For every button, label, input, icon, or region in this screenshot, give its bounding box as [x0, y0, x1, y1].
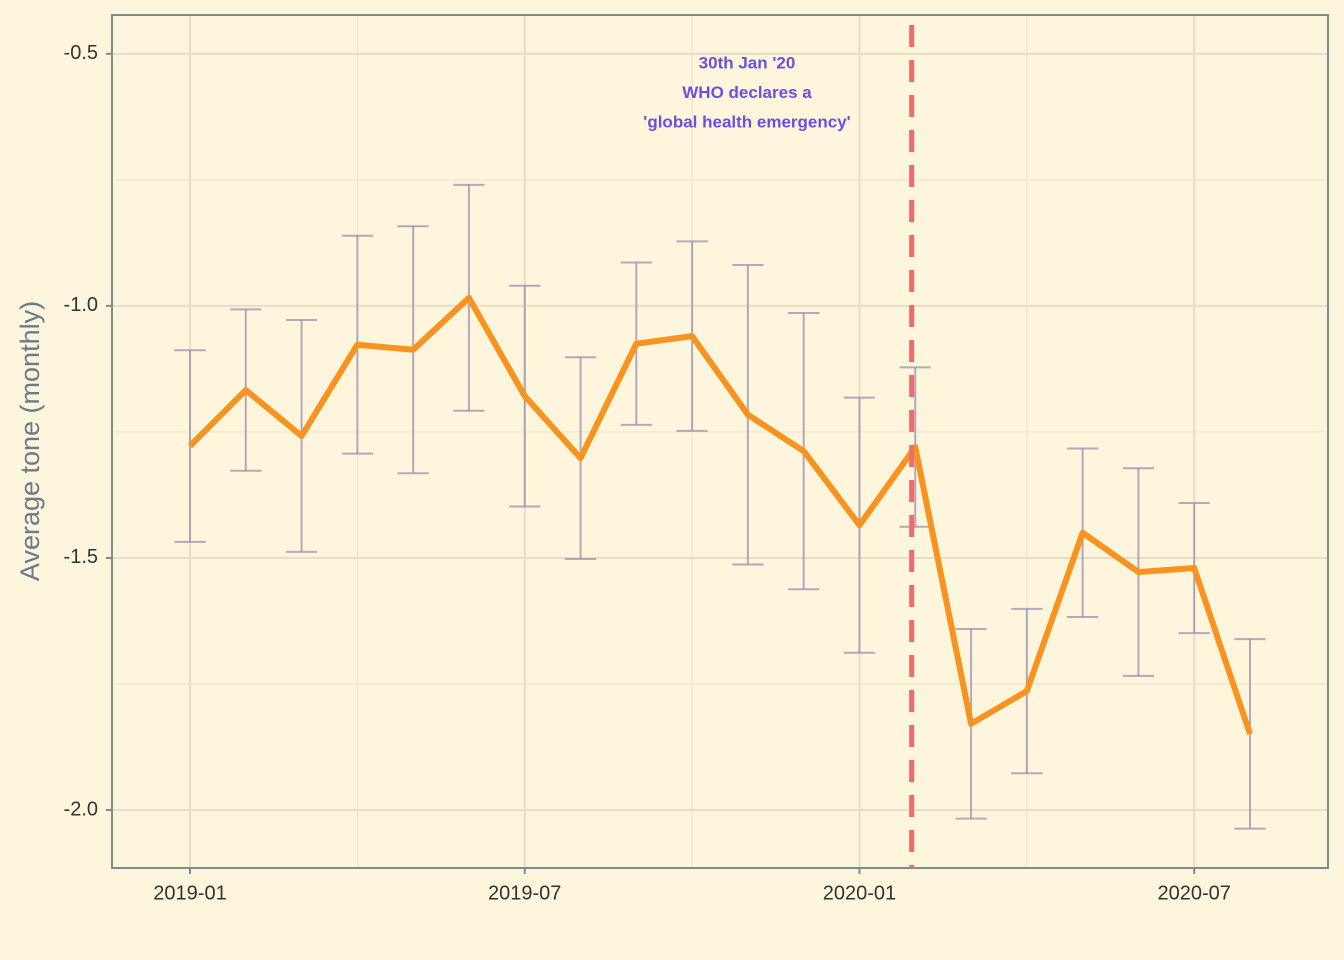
y-tick-label: -0.5	[64, 42, 98, 64]
x-tick-label: 2020-01	[823, 882, 896, 904]
x-tick-label: 2019-01	[153, 882, 226, 904]
plot-border	[111, 14, 1329, 869]
x-tick-label: 2020-07	[1158, 882, 1231, 904]
y-tick-label: -1.0	[64, 294, 98, 316]
y-tick-label: -2.0	[64, 798, 98, 820]
line	[187, 294, 1253, 735]
annotation: 30th Jan '20	[699, 53, 796, 72]
y-axis-label: Average tone (monthly)	[15, 301, 45, 581]
annotation: WHO declares a	[682, 83, 812, 102]
y-tick-label: -1.5	[64, 546, 98, 568]
x-tick-label: 2019-07	[488, 882, 561, 904]
annotation: 'global health emergency'	[643, 112, 850, 131]
